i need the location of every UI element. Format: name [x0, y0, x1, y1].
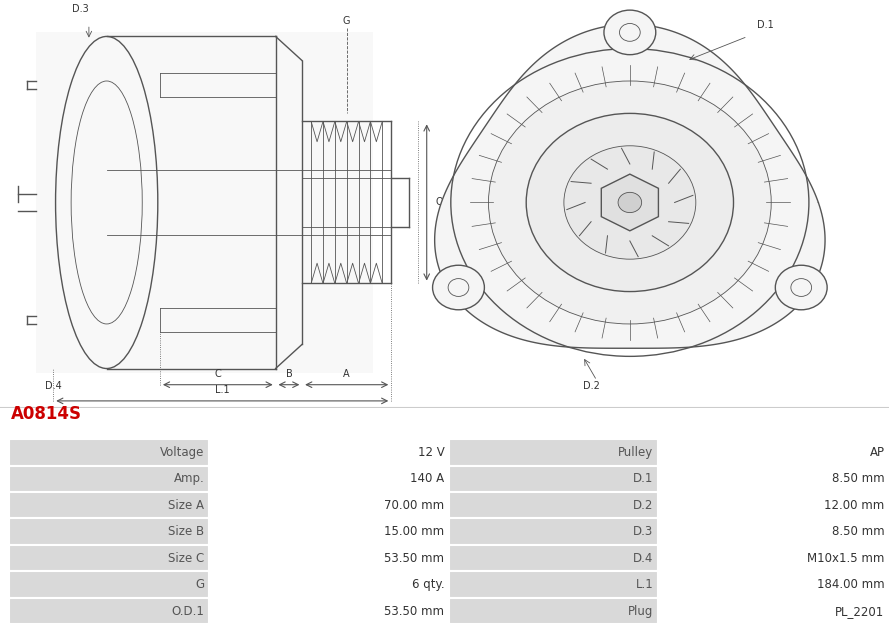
Text: Amp.: Amp.	[173, 472, 204, 485]
Text: C: C	[214, 369, 221, 379]
Text: D.1: D.1	[757, 21, 773, 31]
Text: Size A: Size A	[169, 499, 204, 511]
Bar	[209, 571, 449, 598]
Text: AP: AP	[869, 446, 885, 459]
Text: A: A	[343, 369, 350, 379]
Text: D.3: D.3	[72, 4, 88, 14]
Text: Pulley: Pulley	[618, 446, 653, 459]
Bar	[658, 571, 889, 598]
Text: Size B: Size B	[168, 525, 204, 538]
Text: L.1: L.1	[215, 385, 229, 395]
Bar	[9, 465, 209, 492]
Bar	[658, 439, 889, 465]
Text: 12 V: 12 V	[418, 446, 444, 459]
Text: D.1: D.1	[633, 472, 653, 485]
Text: PL_2201: PL_2201	[836, 604, 885, 617]
Text: O.D.1: O.D.1	[436, 197, 462, 207]
Bar	[9, 439, 209, 465]
Bar	[449, 518, 658, 545]
Text: 53.50 mm: 53.50 mm	[385, 604, 444, 617]
Bar	[449, 598, 658, 623]
Bar	[449, 465, 658, 492]
Bar	[449, 571, 658, 598]
Text: Size C: Size C	[168, 552, 204, 564]
Text: 184.00 mm: 184.00 mm	[817, 578, 885, 591]
Bar	[209, 545, 449, 571]
Bar	[209, 492, 449, 518]
Text: G: G	[343, 16, 350, 26]
Bar	[9, 571, 209, 598]
Text: D.4: D.4	[633, 552, 653, 564]
Circle shape	[618, 193, 642, 212]
Circle shape	[775, 265, 827, 310]
Bar	[209, 465, 449, 492]
Bar	[9, 545, 209, 571]
Circle shape	[489, 81, 772, 324]
Text: D.2: D.2	[583, 381, 599, 391]
Bar	[9, 492, 209, 518]
Text: 15.00 mm: 15.00 mm	[384, 525, 444, 538]
Text: 70.00 mm: 70.00 mm	[384, 499, 444, 511]
Bar	[449, 439, 658, 465]
Text: 6 qty.: 6 qty.	[412, 578, 444, 591]
Bar	[449, 492, 658, 518]
Circle shape	[526, 113, 733, 292]
Text: Plug: Plug	[628, 604, 653, 617]
Bar	[209, 518, 449, 545]
Circle shape	[564, 146, 696, 259]
Text: 12.00 mm: 12.00 mm	[824, 499, 885, 511]
Polygon shape	[36, 32, 373, 373]
Text: 53.50 mm: 53.50 mm	[385, 552, 444, 564]
Bar	[658, 492, 889, 518]
Polygon shape	[601, 174, 659, 231]
Bar	[658, 545, 889, 571]
Text: D.3: D.3	[633, 525, 653, 538]
Bar	[449, 545, 658, 571]
Bar	[658, 465, 889, 492]
Bar	[658, 598, 889, 623]
Bar	[209, 439, 449, 465]
Text: A0814S: A0814S	[11, 406, 82, 424]
Text: 140 A: 140 A	[411, 472, 444, 485]
Circle shape	[433, 265, 485, 310]
Text: L.1: L.1	[636, 578, 653, 591]
Bar	[209, 598, 449, 623]
Text: M10x1.5 mm: M10x1.5 mm	[807, 552, 885, 564]
Text: Voltage: Voltage	[160, 446, 204, 459]
Text: D.2: D.2	[633, 499, 653, 511]
Bar	[658, 518, 889, 545]
Circle shape	[604, 10, 656, 55]
Polygon shape	[435, 24, 825, 348]
Text: G: G	[196, 578, 204, 591]
Text: B: B	[285, 369, 292, 379]
Bar	[9, 598, 209, 623]
Bar	[9, 518, 209, 545]
Text: 8.50 mm: 8.50 mm	[832, 525, 885, 538]
Text: O.D.1: O.D.1	[172, 604, 204, 617]
Text: D.4: D.4	[45, 381, 61, 391]
Text: 8.50 mm: 8.50 mm	[832, 472, 885, 485]
